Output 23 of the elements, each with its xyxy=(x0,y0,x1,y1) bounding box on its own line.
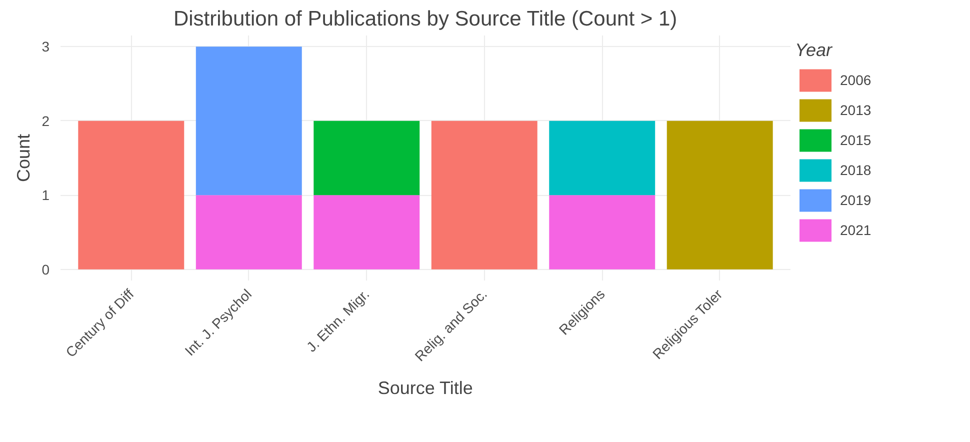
legend-title: Year xyxy=(795,40,834,61)
bar xyxy=(314,120,420,196)
bar xyxy=(431,120,538,270)
y-tick-label: 2 xyxy=(42,112,50,129)
chart-title: Distribution of Publications by Source Title (Count > 1) xyxy=(173,8,678,30)
bar xyxy=(314,195,420,270)
legend-label: 2013 xyxy=(840,102,872,118)
legend-label: 2018 xyxy=(840,162,872,178)
legend-label: 2006 xyxy=(840,72,872,88)
bar xyxy=(196,46,302,196)
bar xyxy=(549,120,656,196)
x-axis-title: Source Title xyxy=(378,378,473,398)
bar xyxy=(666,120,773,270)
legend-label: 2019 xyxy=(840,192,872,208)
bar xyxy=(78,120,184,270)
legend-label: 2021 xyxy=(840,222,872,238)
y-axis-title: Count xyxy=(14,134,34,182)
y-tick-label: 3 xyxy=(42,38,50,55)
bar xyxy=(196,195,302,270)
y-tick-label: 0 xyxy=(42,261,50,278)
bar xyxy=(549,195,656,270)
legend-label: 2015 xyxy=(840,132,872,148)
y-tick-label: 1 xyxy=(42,187,50,204)
